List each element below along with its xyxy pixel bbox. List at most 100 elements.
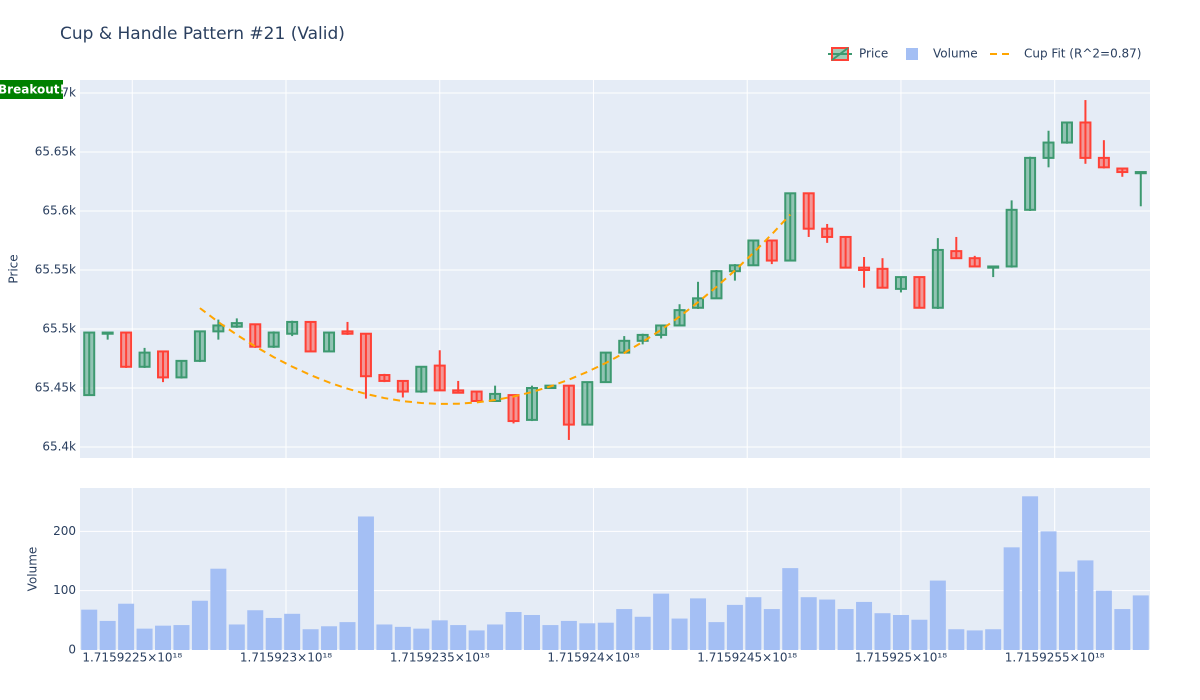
- x-tick-label: 1.7159245×10¹⁸: [697, 651, 797, 665]
- candle-body: [359, 332, 372, 378]
- volume-bar: [136, 628, 153, 650]
- x-tick-label: 1.7159225×10¹⁸: [82, 651, 182, 665]
- volume-bar: [210, 568, 227, 650]
- volume-bar: [726, 604, 743, 650]
- candle-body: [507, 394, 520, 423]
- volume-bar: [708, 622, 725, 650]
- candle-body: [175, 359, 188, 379]
- volume-bar: [284, 613, 301, 650]
- candle-body: [655, 324, 668, 336]
- candle-body: [858, 266, 871, 272]
- legend-icon-slash: [831, 47, 849, 61]
- fit-line: [199, 213, 791, 405]
- volume-bar: [523, 614, 540, 650]
- candle-body: [101, 331, 114, 335]
- volume-bar: [413, 628, 430, 650]
- candle-body: [821, 227, 834, 238]
- candle-body: [968, 257, 981, 268]
- volume-bar: [321, 626, 338, 650]
- volume-bar: [745, 597, 762, 650]
- volume-bar: [782, 568, 799, 650]
- candle-body: [802, 192, 815, 230]
- candle-body: [415, 365, 428, 393]
- volume-bar: [155, 625, 172, 650]
- volume-bar: [450, 625, 467, 650]
- volume-bar: [468, 630, 485, 650]
- volume-bar: [985, 629, 1002, 650]
- candle-body: [304, 320, 317, 353]
- volume-bar: [542, 625, 559, 650]
- candle-body: [710, 270, 723, 300]
- volume-bar: [1003, 547, 1020, 650]
- volume-bar: [837, 609, 854, 650]
- x-tick-label: 1.7159255×10¹⁸: [1005, 651, 1105, 665]
- volume-bar: [948, 629, 965, 650]
- legend-label[interactable]: Volume: [933, 47, 978, 61]
- legend-label[interactable]: Cup Fit (R^2=0.87): [1024, 47, 1141, 61]
- annotation-text: Breakout!: [0, 83, 65, 97]
- candle-body: [747, 239, 760, 267]
- candle-body: [193, 330, 206, 362]
- volume-bar: [579, 623, 596, 650]
- candle-body: [212, 324, 225, 333]
- volume-bar: [247, 610, 264, 650]
- volume-bar: [118, 603, 135, 650]
- candle-body: [1134, 171, 1147, 175]
- volume-bar: [597, 622, 614, 650]
- volume-bar: [394, 626, 411, 650]
- y-tick-label: 200: [53, 524, 76, 538]
- volume-bar: [1095, 590, 1112, 650]
- candle-body: [525, 387, 538, 421]
- y-axis-title: Volume: [26, 547, 40, 592]
- candle-body: [267, 331, 280, 348]
- candle-body: [83, 331, 96, 397]
- volume-bar: [339, 622, 356, 650]
- candle-body: [599, 351, 612, 384]
- x-tick-label: 1.7159235×10¹⁸: [390, 651, 490, 665]
- candle-body: [1042, 141, 1055, 159]
- y-tick-label: 65.6k: [42, 203, 76, 217]
- volume-bar: [1077, 560, 1094, 650]
- candle-body: [894, 276, 907, 290]
- candle-body: [1079, 121, 1092, 159]
- candle-body: [950, 250, 963, 260]
- legend-icon: [906, 48, 918, 60]
- volume-bar: [819, 599, 836, 650]
- volume-bar: [653, 593, 670, 650]
- volume-bar: [560, 620, 577, 650]
- candle-body: [138, 351, 151, 368]
- y-tick-label: 65.65k: [35, 144, 76, 158]
- volume-bar: [1132, 595, 1149, 650]
- candle-body: [784, 192, 797, 262]
- annotation-box: [0, 80, 63, 99]
- legend-label[interactable]: Price: [859, 47, 888, 61]
- candle-body: [157, 350, 170, 379]
- candle-body: [1024, 156, 1037, 211]
- y-tick-label: 65.45k: [35, 381, 76, 395]
- y-tick-label: 65.4k: [42, 440, 76, 454]
- volume-bar: [892, 614, 909, 650]
- volume-bar: [690, 598, 707, 650]
- y-tick-label: 65.55k: [35, 263, 76, 277]
- volume-bar: [634, 616, 651, 650]
- candle-body: [581, 381, 594, 426]
- volume-bar: [376, 624, 393, 650]
- candle-body: [839, 235, 852, 269]
- volume-bar: [505, 612, 522, 650]
- volume-bar: [487, 624, 504, 650]
- candle-body: [452, 389, 465, 394]
- volume-bar: [81, 609, 98, 650]
- volume-bar: [431, 620, 448, 650]
- volume-bar: [357, 516, 374, 650]
- x-tick-label: 1.715924×10¹⁸: [547, 651, 639, 665]
- volume-bar: [671, 618, 688, 650]
- candle-body: [987, 265, 1000, 269]
- volume-bar: [302, 629, 319, 650]
- y-tick-label: 0: [68, 643, 76, 657]
- volume-bar: [228, 624, 245, 650]
- volume-bar: [616, 609, 633, 650]
- volume-bar: [874, 613, 891, 650]
- volume-bar: [191, 600, 208, 650]
- volume-bar: [966, 630, 983, 650]
